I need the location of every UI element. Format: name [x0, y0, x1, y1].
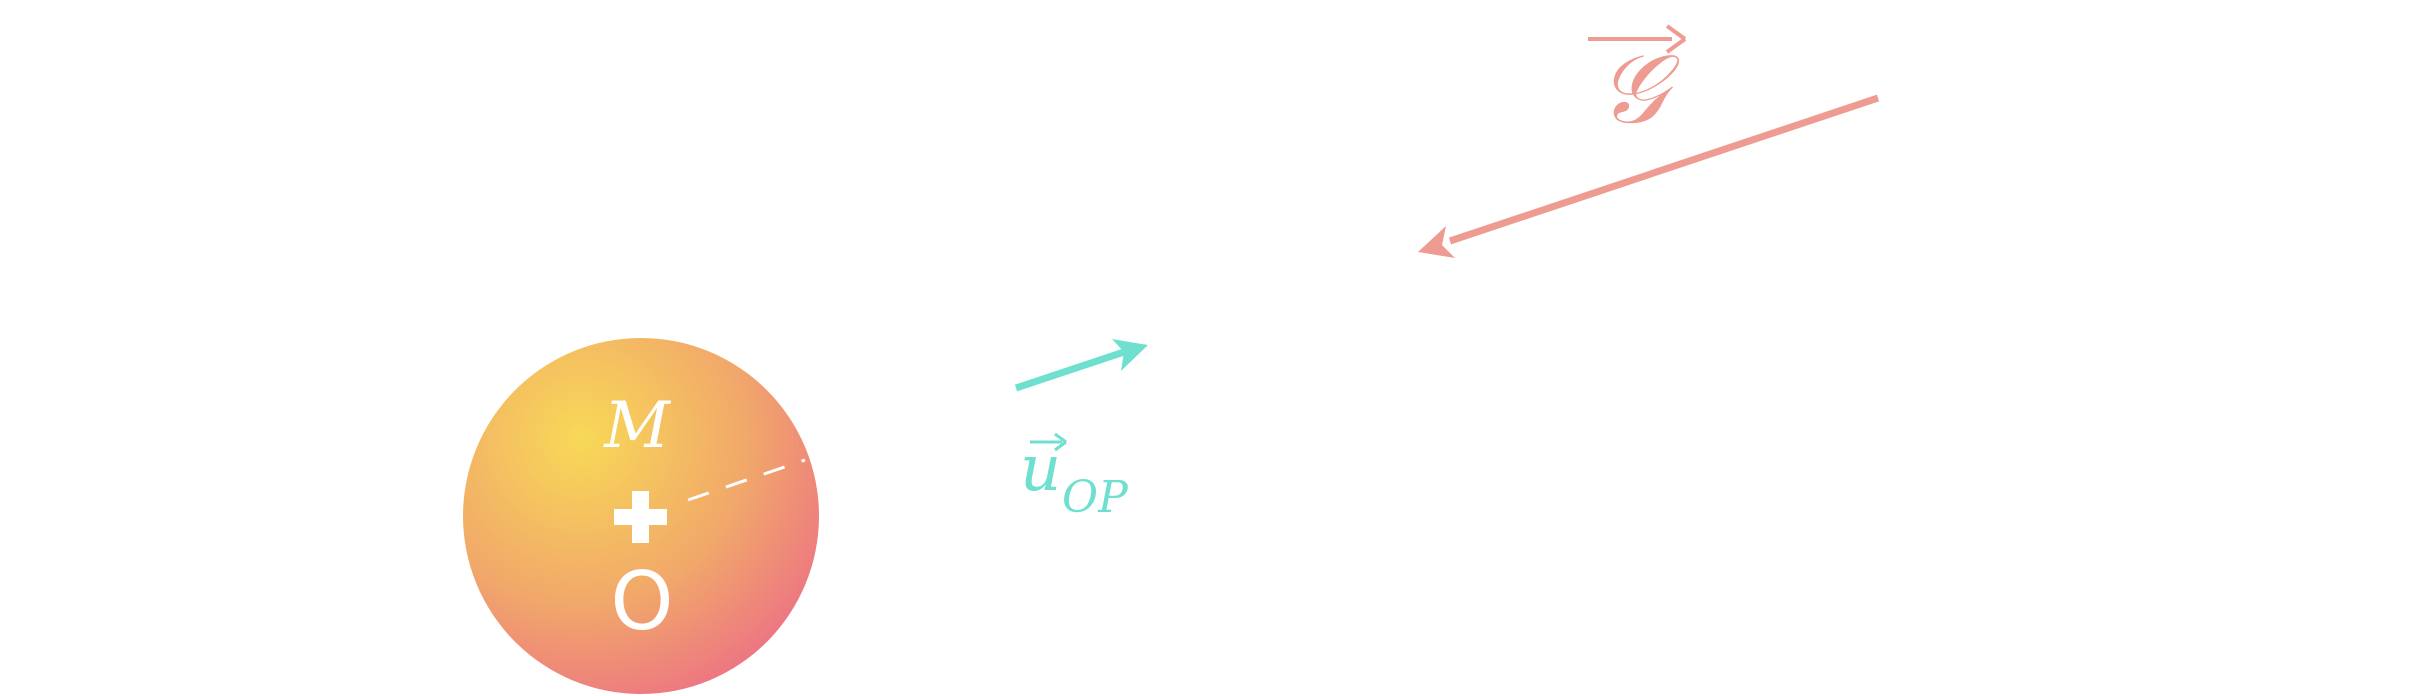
- center-cross-icon: [614, 491, 667, 543]
- unit-vector-label-arrow-icon: [1054, 432, 1067, 452]
- mass-label: M: [603, 389, 671, 463]
- unit-vector-arrowhead-icon: [1112, 339, 1148, 371]
- mass-sphere: M O: [463, 338, 819, 694]
- field-vector-shaft: [1448, 94, 1880, 245]
- field-vector: 𝒢: [1418, 24, 1880, 258]
- unit-vector: u OP: [1014, 339, 1148, 523]
- unit-vector-shaft: [1014, 346, 1132, 392]
- unit-vector-subscript: OP: [1062, 472, 1129, 523]
- radius-dashed-line: [687, 458, 806, 502]
- center-label: O: [611, 555, 674, 648]
- unit-vector-symbol: u: [1020, 432, 1061, 506]
- field-vector-label-arrow-icon: [1665, 24, 1687, 54]
- field-vector-symbol: 𝒢: [1598, 33, 1680, 145]
- field-vector-arrowhead-icon: [1418, 226, 1455, 258]
